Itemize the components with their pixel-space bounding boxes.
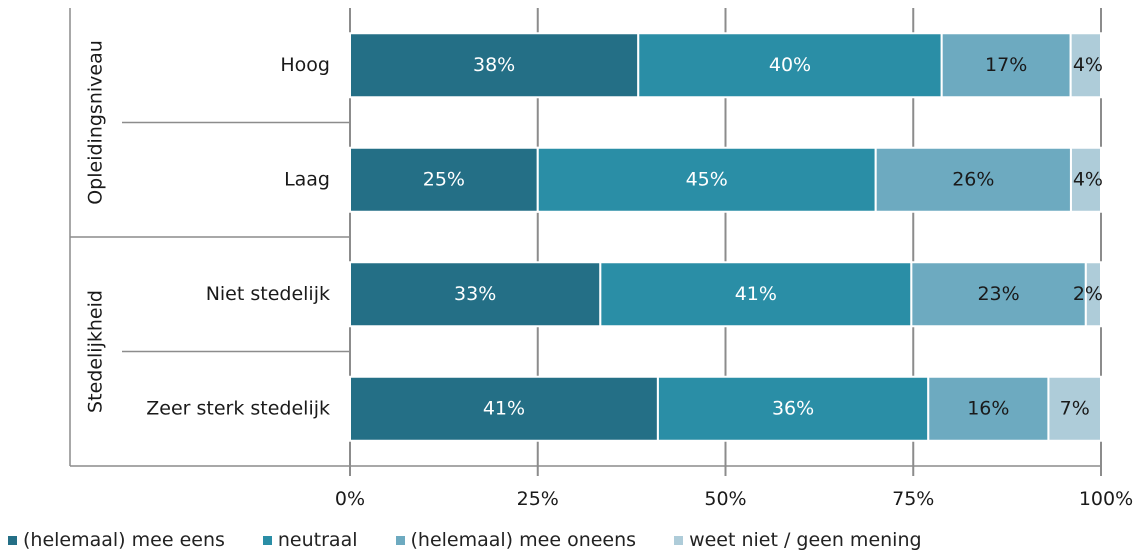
bar-segment [874,146,1072,213]
x-tick-label: 25% [517,488,559,510]
legend-label: weet niet / geen mening [689,529,922,551]
data-label: 41% [735,283,777,305]
group-label: Opleidingsniveau [85,40,107,205]
bar-segment [1047,375,1103,442]
legend-label: (helemaal) mee oneens [410,529,637,551]
bar-segment [1069,146,1102,213]
data-label: 36% [772,397,814,419]
legend-label: (helemaal) mee eens [23,529,225,551]
bar-segment [656,375,930,442]
bar-segment [637,32,943,99]
bar-segment [599,261,913,328]
data-label: 41% [483,397,525,419]
data-label: 33% [454,283,496,305]
x-tick-label: 100% [1079,488,1133,510]
data-label: 4% [1073,54,1103,76]
group-label: Stedelijkheid [85,290,107,413]
category-label: Zeer sterk stedelijk [146,397,330,419]
legend-swatch [262,535,272,545]
data-label: 16% [967,397,1009,419]
legend-item: neutraal [262,529,358,551]
bar-segment [349,146,539,213]
category-label: Hoog [280,54,330,76]
data-label: 26% [952,168,994,190]
data-label: 45% [686,168,728,190]
data-label: 4% [1073,168,1103,190]
legend-swatch [8,535,17,545]
legend-item: (helemaal) mee eens [8,529,225,551]
x-tick-label: 50% [704,488,746,510]
category-label: Laag [284,168,330,190]
bar-segment [536,146,877,213]
data-label: 38% [473,54,515,76]
category-label: Niet stedelijk [206,283,330,305]
chart-legend: (helemaal) mee eens neutraal (helemaal) me… [8,528,960,552]
bar-segment [1069,32,1103,99]
data-label: 7% [1060,397,1090,419]
bar-segment [349,261,602,328]
legend-label: neutraal [277,529,358,551]
x-tick-label: 0% [335,488,365,510]
legend-item: (helemaal) mee oneens [395,529,637,551]
data-label: 40% [769,54,811,76]
bar-segment [940,32,1072,99]
bar-segment [910,261,1087,328]
bar-segment [927,375,1050,442]
legend-item: weet niet / geen mening [674,529,922,551]
legend-swatch [395,535,405,545]
data-label: 17% [985,54,1027,76]
bar-segment [1084,261,1102,328]
data-label: 23% [977,283,1019,305]
x-tick-label: 75% [892,488,934,510]
stacked-bar-chart: Opleidingsniveau Stedelijkheid Hoog 38% 40% 1… [69,8,1133,510]
data-label: 2% [1073,283,1103,305]
legend-swatch [674,535,684,545]
data-label: 25% [423,168,465,190]
